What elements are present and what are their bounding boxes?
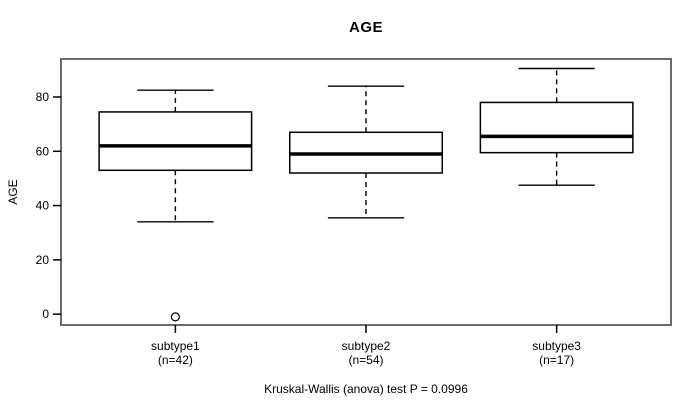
y-tick-label: 20 <box>36 253 50 267</box>
y-tick-label: 80 <box>36 90 50 104</box>
y-tick-label: 0 <box>42 307 49 321</box>
category-label: subtype1 <box>151 339 200 353</box>
iqr-box <box>98 111 253 172</box>
category-sublabel: (n=42) <box>158 353 193 367</box>
chart-title: AGE <box>348 19 383 36</box>
iqr-box <box>479 101 634 154</box>
outlier-point <box>170 312 180 322</box>
y-tick-label: 40 <box>36 199 50 213</box>
category-sublabel: (n=17) <box>539 353 574 367</box>
kruskal-wallis-annotation: Kruskal-Wallis (anova) test P = 0.0996 <box>264 382 468 396</box>
category-sublabel: (n=54) <box>348 353 383 367</box>
category-label: subtype2 <box>342 339 391 353</box>
category-label: subtype3 <box>532 339 581 353</box>
y-tick-label: 60 <box>36 144 50 158</box>
